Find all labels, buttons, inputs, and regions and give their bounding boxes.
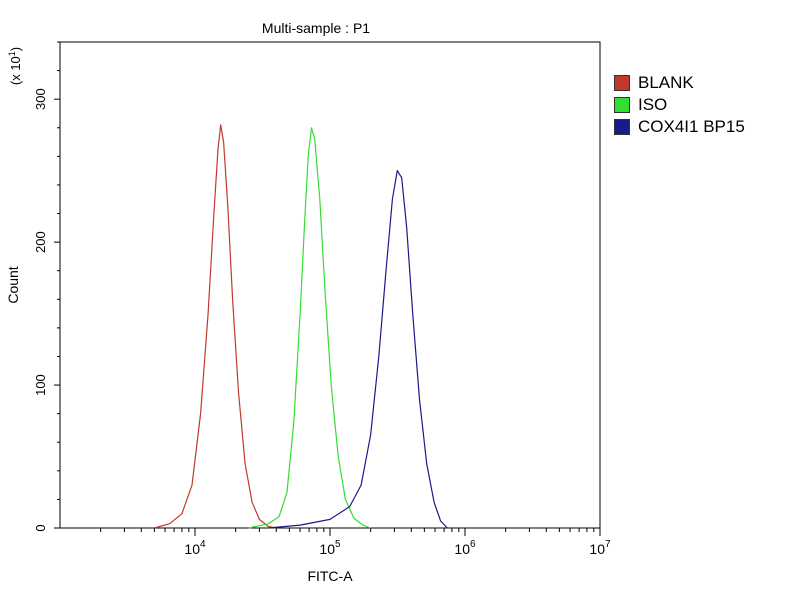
x-tick-label: 105: [319, 539, 341, 557]
legend-label-iso: ISO: [638, 95, 668, 114]
legend-swatch-iso: [614, 97, 630, 113]
y-tick-label: 100: [33, 374, 48, 396]
y-tick-label: 300: [33, 88, 48, 110]
x-axis: 104 105 106 107: [100, 528, 611, 557]
series-line-iso: [248, 127, 371, 529]
y-axis: 0 100 200 300: [33, 41, 60, 532]
legend-swatch-cox4i1-bp15: [614, 119, 630, 135]
legend-label-cox4i1-bp15: COX4I1 BP15: [638, 117, 745, 136]
y-tick-label: 0: [33, 524, 48, 531]
y-tick-label: 200: [33, 231, 48, 253]
y-axis-label: Count: [5, 266, 21, 303]
x-tick-label: 106: [454, 539, 476, 557]
legend-item-cox4i1-bp15: COX4I1 BP15: [614, 116, 745, 138]
series-line-blank: [154, 124, 277, 529]
legend: BLANK ISO COX4I1 BP15: [614, 72, 745, 138]
series-layer: [154, 124, 448, 529]
plot-area-frame: [59, 41, 601, 529]
legend-item-iso: ISO: [614, 94, 745, 116]
x-tick-label: 104: [184, 539, 206, 557]
legend-item-blank: BLANK: [614, 72, 745, 94]
x-tick-label: 107: [589, 539, 611, 557]
legend-label-blank: BLANK: [638, 73, 694, 92]
legend-swatch-blank: [614, 75, 630, 91]
series-line-cox4i1-bp15: [268, 170, 448, 529]
chart-title: Multi-sample : P1: [262, 20, 370, 36]
x-axis-label: FITC-A: [307, 568, 353, 584]
y-axis-multiplier: (x 101): [7, 47, 23, 85]
